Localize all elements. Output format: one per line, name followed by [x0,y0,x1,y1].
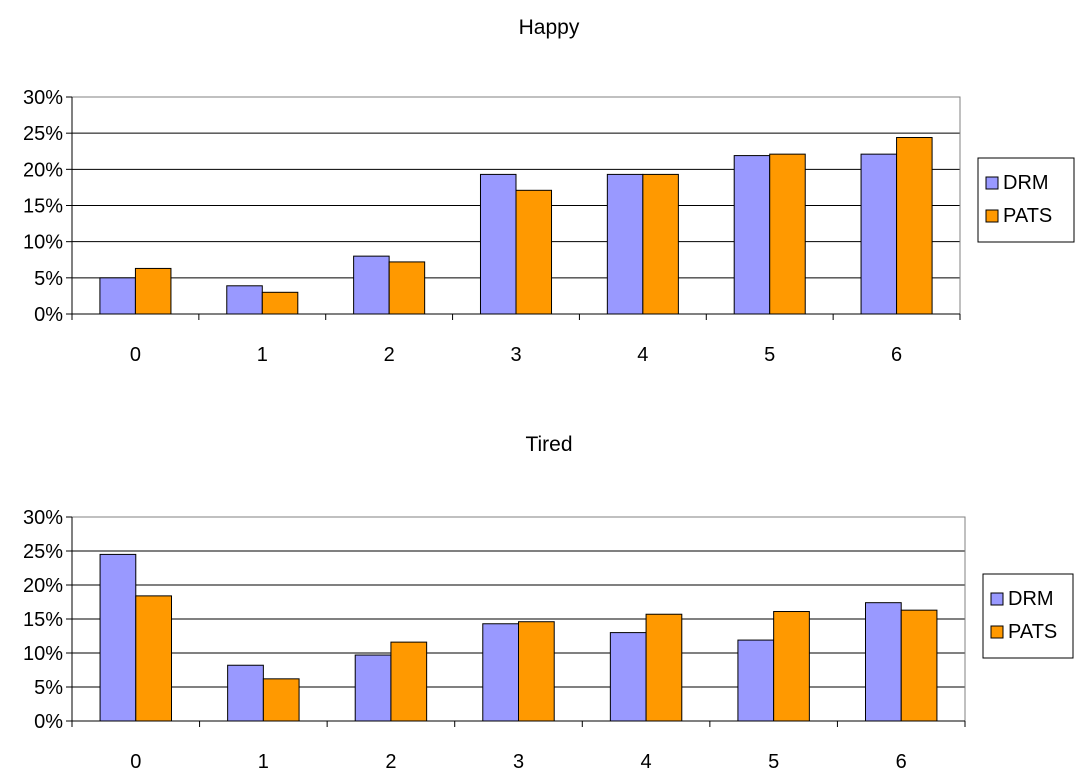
legend-swatch-pats [985,209,999,223]
y-tick-labels-tired: 0% 5% 10% 15% 20% 25% 30% [23,507,63,733]
y-tick-label: 0% [34,711,63,733]
x-tick-label: 4 [637,344,648,366]
x-tick-label: 2 [384,344,395,366]
bar-drm-0 [99,277,136,315]
bar-pats-6 [900,609,938,722]
y-tick-label: 10% [23,643,63,665]
x-tick-label: 4 [641,751,652,772]
legend-label-pats: PATS [1003,205,1052,227]
y-tick-label: 25% [23,123,63,145]
bars-tired [99,553,938,722]
bar-drm-4 [609,632,647,722]
y-tick-label: 5% [34,268,63,290]
legend-label-drm: DRM [1003,172,1049,194]
y-tick-label: 5% [34,677,63,699]
y-tick-label: 30% [23,507,63,529]
bar-pats-5 [773,611,810,722]
x-tick-label: 3 [513,751,524,772]
bar-pats-0 [134,267,172,315]
x-tick-labels-tired: 0 1 2 3 4 5 6 [130,751,907,772]
bar-drm-6 [864,602,902,722]
bar-pats-3 [518,621,555,722]
legend-label-pats: PATS [1008,621,1057,643]
bar-drm-1 [226,285,263,315]
x-tick-label: 2 [385,751,396,772]
bar-pats-0 [135,595,173,722]
bar-drm-4 [606,173,644,315]
y-tick-label: 0% [34,304,63,326]
y-tick-label: 20% [23,575,63,597]
bar-drm-0 [99,553,137,722]
y-tick-label: 20% [23,159,63,181]
x-tick-label: 6 [896,751,907,772]
bar-drm-2 [353,255,390,315]
bar-pats-2 [388,261,426,315]
bar-pats-2 [390,641,428,722]
legend-label-drm: DRM [1008,588,1054,610]
bar-drm-2 [354,654,392,722]
axes-happy [66,96,961,320]
chart-title-happy: Happy [519,16,580,39]
y-tick-label: 25% [23,541,63,563]
bar-drm-3 [479,173,517,315]
x-tick-label: 3 [510,344,521,366]
x-tick-label: 5 [764,344,775,366]
chart-tired: Tired 0% 5% 10% 15% 20% 25% 30% 0 1 2 3 4 5 6 DRM PAT… [23,433,1074,772]
legend-swatch-drm [990,592,1004,606]
y-tick-label: 15% [23,609,63,631]
bar-drm-5 [733,155,771,315]
y-tick-labels-happy: 0% 5% 10% 15% 20% 25% 30% [23,87,63,326]
x-tick-label: 0 [130,344,141,366]
bar-pats-3 [515,189,553,315]
y-tick-label: 15% [23,196,63,218]
bar-drm-3 [482,623,519,722]
bar-pats-5 [769,153,806,315]
bar-drm-5 [737,639,775,722]
axes-tired [66,516,966,727]
bar-pats-1 [262,678,300,722]
bar-drm-6 [860,153,898,315]
legend-tired: DRM PATS [982,573,1074,659]
bar-pats-6 [896,137,933,315]
bar-pats-1 [261,291,299,315]
bar-pats-4 [642,173,679,315]
chart-happy: Happy 0% 5% 10% 15% 20% 25% 30% 0 1 2 3 4 5 6 DRM PAT… [23,16,1075,366]
x-tick-label: 0 [130,751,141,772]
x-tick-label: 5 [768,751,779,772]
y-tick-label: 10% [23,232,63,254]
y-tick-label: 30% [23,87,63,109]
bar-pats-4 [645,613,683,722]
x-tick-label: 1 [257,344,268,366]
legend-happy: DRM PATS [977,157,1075,243]
legend-box [982,573,1074,659]
bars-happy [99,137,933,315]
legend-swatch-pats [990,625,1004,639]
legend-box [977,157,1075,243]
chart-title-tired: Tired [525,433,572,456]
legend-swatch-drm [985,176,999,190]
x-tick-labels-happy: 0 1 2 3 4 5 6 [130,344,902,366]
x-tick-label: 1 [258,751,269,772]
bar-drm-1 [227,664,264,722]
x-tick-label: 6 [891,344,902,366]
